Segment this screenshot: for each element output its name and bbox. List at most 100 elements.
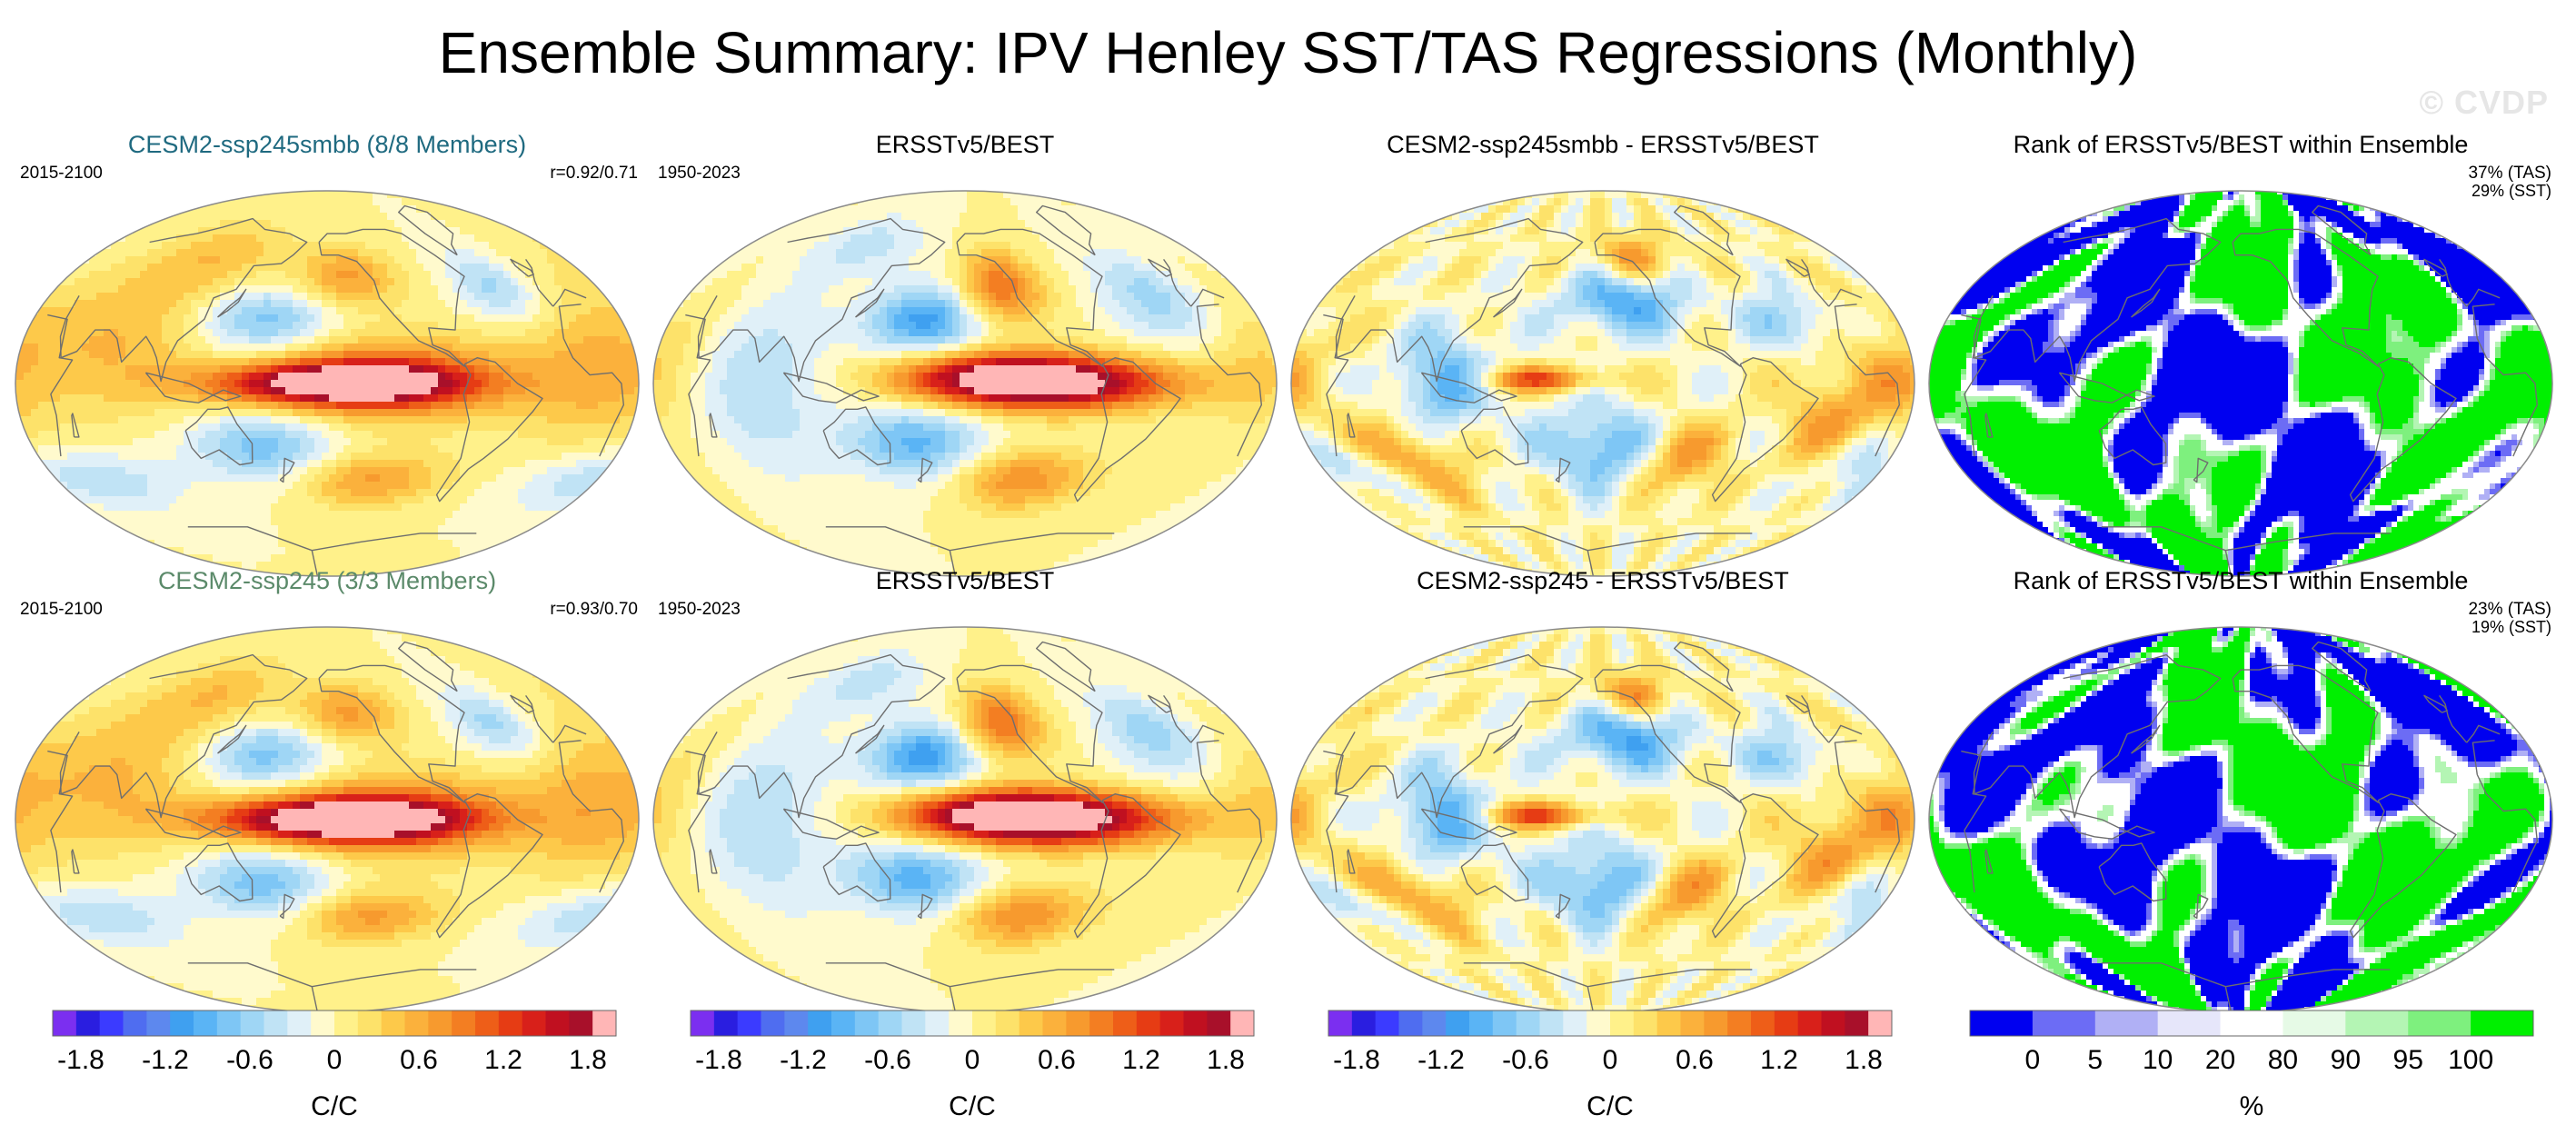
map-cell	[453, 438, 461, 446]
map-cell	[220, 293, 228, 301]
map-cell	[60, 380, 68, 388]
map-cell	[620, 293, 628, 301]
map-cell	[60, 533, 68, 541]
map-cell	[184, 540, 192, 548]
map-cell	[60, 191, 68, 199]
map-cell	[82, 213, 90, 221]
map-cell	[1054, 198, 1062, 206]
map-cell	[1054, 205, 1062, 214]
map-cell	[184, 394, 192, 403]
map-cell	[416, 467, 424, 475]
map-cell	[89, 416, 97, 424]
map-cell	[24, 423, 32, 432]
map-cell	[511, 191, 519, 199]
map-cell	[329, 438, 337, 446]
map-cell	[213, 554, 221, 562]
map-cell	[511, 423, 519, 432]
map-cell	[952, 213, 960, 221]
map-cell	[387, 285, 395, 294]
map-cell	[394, 525, 403, 533]
map-cell	[445, 198, 453, 206]
map-cell	[75, 489, 83, 497]
map-cell	[15, 540, 17, 548]
map-cell	[300, 467, 308, 475]
map-cell	[329, 351, 337, 359]
map-cell	[503, 423, 512, 432]
map-cell	[118, 198, 126, 206]
map-cell	[213, 271, 221, 279]
map-cell	[271, 191, 279, 199]
map-cell	[698, 191, 706, 199]
map-cell	[31, 402, 39, 410]
map-cell	[402, 394, 410, 403]
map-cell	[24, 213, 32, 221]
map-cell	[540, 409, 548, 417]
map-cell	[627, 300, 635, 308]
map-cell	[227, 307, 235, 315]
map-cell	[16, 409, 25, 417]
map-cell	[438, 453, 446, 461]
map-cell	[1265, 198, 1273, 206]
map-cell	[409, 358, 417, 366]
map-cell	[278, 373, 286, 381]
map-cell	[380, 416, 388, 424]
map-cell	[133, 525, 141, 533]
map-cell	[220, 474, 228, 483]
map-cell	[293, 402, 301, 410]
map-cell	[642, 416, 645, 424]
map-cell	[45, 409, 54, 417]
map-cell	[1149, 198, 1157, 206]
map-cell	[474, 438, 482, 446]
map-cell	[184, 373, 192, 381]
map-cell	[75, 394, 83, 403]
map-cell	[351, 533, 359, 541]
map-cell	[45, 373, 54, 381]
map-cell	[329, 533, 337, 541]
map-cell	[191, 293, 199, 301]
map-cell	[300, 373, 308, 381]
map-cell	[373, 533, 381, 541]
map-cell	[191, 329, 199, 337]
map-cell	[380, 365, 388, 373]
map-cell	[169, 300, 177, 308]
map-cell	[205, 503, 214, 512]
map-cell	[503, 496, 512, 504]
map-cell	[104, 220, 112, 228]
map-cell	[60, 394, 68, 403]
map-cell	[598, 547, 606, 555]
map-cell	[496, 300, 504, 308]
map-cell	[336, 533, 344, 541]
map-cell	[213, 533, 221, 541]
map-cell	[416, 300, 424, 308]
map-cell	[234, 482, 243, 490]
map-cell	[89, 278, 97, 286]
map-cell	[569, 453, 577, 461]
map-cell	[176, 220, 184, 228]
map-cell	[82, 278, 90, 286]
map-cell	[569, 205, 577, 214]
map-cell	[191, 453, 199, 461]
map-cell	[634, 307, 639, 315]
map-cell	[67, 322, 75, 330]
map-cell	[38, 191, 46, 199]
map-cell	[503, 431, 512, 439]
map-cell	[351, 285, 359, 294]
map-cell	[16, 511, 25, 519]
map-cell	[154, 540, 163, 548]
map-cell	[402, 336, 410, 344]
map-cell	[162, 467, 170, 475]
map-cell	[67, 227, 75, 235]
map-cell	[365, 336, 373, 344]
map-cell	[511, 271, 519, 279]
map-cell	[532, 307, 541, 315]
map-cell	[503, 329, 512, 337]
map-cell	[503, 554, 512, 562]
map-cell	[402, 314, 410, 323]
map-cell	[518, 191, 526, 199]
map-cell	[540, 358, 548, 366]
map-cell	[53, 518, 61, 526]
map-cell	[620, 423, 628, 432]
map-cell	[431, 394, 439, 403]
map-cell	[981, 191, 990, 199]
map-cell	[314, 242, 323, 250]
